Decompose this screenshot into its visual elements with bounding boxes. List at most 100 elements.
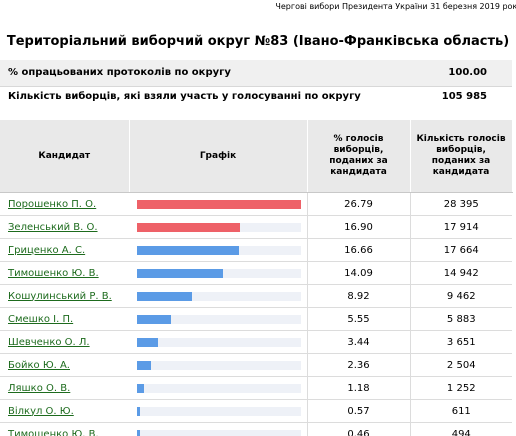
summary-value: 105 985 [441, 91, 487, 102]
votes-cell: 14 942 [409, 261, 512, 285]
votes-cell: 611 [409, 399, 512, 423]
votes-cell: 17 914 [409, 215, 512, 239]
candidate-cell: Бойко Ю. А. [0, 353, 129, 377]
bar-track [137, 383, 301, 393]
vote-share-bar [137, 406, 141, 416]
header-candidate: Кандидат [0, 120, 130, 193]
table-row: Вілкул О. Ю. 0.57 611 [0, 399, 512, 423]
candidate-cell: Вілкул О. Ю. [0, 399, 129, 423]
table-row: Бойко Ю. А. 2.36 2 504 [0, 353, 512, 377]
table-row: Порошенко П. О. 26.79 28 395 [0, 192, 512, 216]
summary-label: Кількість виборців, які взяли участь у г… [8, 91, 361, 102]
table-row: Смешко І. П. 5.55 5 883 [0, 307, 512, 331]
bar-track [137, 245, 301, 255]
summary-row-protocols: % опрацьованих протоколів по округу 100.… [0, 60, 512, 87]
table-row: Шевченко О. Л. 3.44 3 651 [0, 330, 512, 354]
votes-cell: 2 504 [409, 353, 512, 377]
percent-cell: 0.46 [306, 422, 410, 436]
candidate-link[interactable]: Порошенко П. О. [8, 198, 97, 210]
candidate-cell: Шевченко О. Л. [0, 330, 129, 354]
candidate-link[interactable]: Тимошенко Ю. В. [8, 267, 99, 279]
percent-cell: 16.66 [306, 238, 410, 262]
percent-cell: 26.79 [306, 192, 410, 216]
header-chart: Графік [129, 120, 308, 193]
candidate-link[interactable]: Тимошенко Ю. В. [8, 428, 99, 436]
candidate-cell: Тимошенко Ю. В. [0, 261, 129, 285]
vote-share-bar [137, 314, 171, 324]
vote-share-bar [137, 245, 239, 255]
candidate-link[interactable]: Шевченко О. Л. [8, 336, 90, 348]
header-votes: Кількість голосів виборців, поданих за к… [410, 120, 513, 193]
election-title: Чергові вибори Президента України 31 бер… [275, 2, 516, 11]
percent-cell: 2.36 [306, 353, 410, 377]
table-row: Кошулинський Р. В. 8.92 9 462 [0, 284, 512, 308]
candidate-cell: Гриценко А. С. [0, 238, 129, 262]
vote-share-bar [137, 429, 140, 436]
percent-cell: 0.57 [306, 399, 410, 423]
vote-share-bar [137, 268, 224, 278]
percent-cell: 3.44 [306, 330, 410, 354]
votes-cell: 5 883 [409, 307, 512, 331]
header-percent: % голосів виборців, поданих за кандидата [307, 120, 411, 193]
candidate-cell: Зеленський В. О. [0, 215, 129, 239]
chart-cell [129, 399, 307, 423]
bar-track [137, 406, 301, 416]
table-header-row: Кандидат Графік % голосів виборців, пода… [0, 120, 513, 193]
vote-share-bar [137, 360, 152, 370]
bar-track [137, 199, 301, 209]
vote-share-bar [137, 222, 241, 232]
bar-track [137, 429, 301, 436]
votes-cell: 17 664 [409, 238, 512, 262]
chart-cell [129, 376, 307, 400]
table-row: Тимошенко Ю. В. 14.09 14 942 [0, 261, 512, 285]
percent-cell: 14.09 [306, 261, 410, 285]
candidate-link[interactable]: Бойко Ю. А. [8, 359, 70, 371]
chart-cell [129, 261, 307, 285]
chart-cell [129, 330, 307, 354]
summary-value: 100.00 [448, 67, 487, 78]
chart-cell [129, 215, 307, 239]
chart-cell [129, 353, 307, 377]
candidate-cell: Тимошенко Ю. В. [0, 422, 129, 436]
bar-track [137, 360, 301, 370]
bar-track [137, 268, 301, 278]
vote-share-bar [137, 337, 159, 347]
candidate-cell: Порошенко П. О. [0, 192, 129, 216]
candidate-link[interactable]: Ляшко О. В. [8, 382, 71, 394]
table-row: Ляшко О. В. 1.18 1 252 [0, 376, 512, 400]
votes-cell: 3 651 [409, 330, 512, 354]
chart-cell [129, 192, 307, 216]
votes-cell: 1 252 [409, 376, 512, 400]
chart-cell [129, 284, 307, 308]
candidate-cell: Кошулинський Р. В. [0, 284, 129, 308]
results-table: Кандидат Графік % голосів виборців, пода… [0, 120, 513, 436]
vote-share-bar [137, 199, 301, 209]
chart-cell [129, 422, 307, 436]
bar-track [137, 222, 301, 232]
table-row: Гриценко А. С. 16.66 17 664 [0, 238, 512, 262]
vote-share-bar [137, 291, 192, 301]
bar-track [137, 314, 301, 324]
candidate-link[interactable]: Гриценко А. С. [8, 244, 86, 256]
percent-cell: 1.18 [306, 376, 410, 400]
table-row: Зеленський В. О. 16.90 17 914 [0, 215, 512, 239]
summary-row-turnout: Кількість виборців, які взяли участь у г… [0, 86, 512, 108]
candidate-link[interactable]: Смешко І. П. [8, 313, 74, 325]
candidate-cell: Смешко І. П. [0, 307, 129, 331]
candidate-link[interactable]: Зеленський В. О. [8, 221, 98, 233]
table-row: Тимошенко Ю. В. 0.46 494 [0, 422, 512, 436]
percent-cell: 8.92 [306, 284, 410, 308]
vote-share-bar [137, 383, 145, 393]
votes-cell: 9 462 [409, 284, 512, 308]
summary-label: % опрацьованих протоколів по округу [8, 67, 231, 78]
chart-cell [129, 238, 307, 262]
chart-cell [129, 307, 307, 331]
candidate-link[interactable]: Вілкул О. Ю. [8, 405, 74, 417]
votes-cell: 494 [409, 422, 512, 436]
okrug-title: Територіальний виборчий округ №83 (Івано… [6, 34, 510, 49]
candidate-link[interactable]: Кошулинський Р. В. [8, 290, 112, 302]
candidate-cell: Ляшко О. В. [0, 376, 129, 400]
votes-cell: 28 395 [409, 192, 512, 216]
percent-cell: 5.55 [306, 307, 410, 331]
